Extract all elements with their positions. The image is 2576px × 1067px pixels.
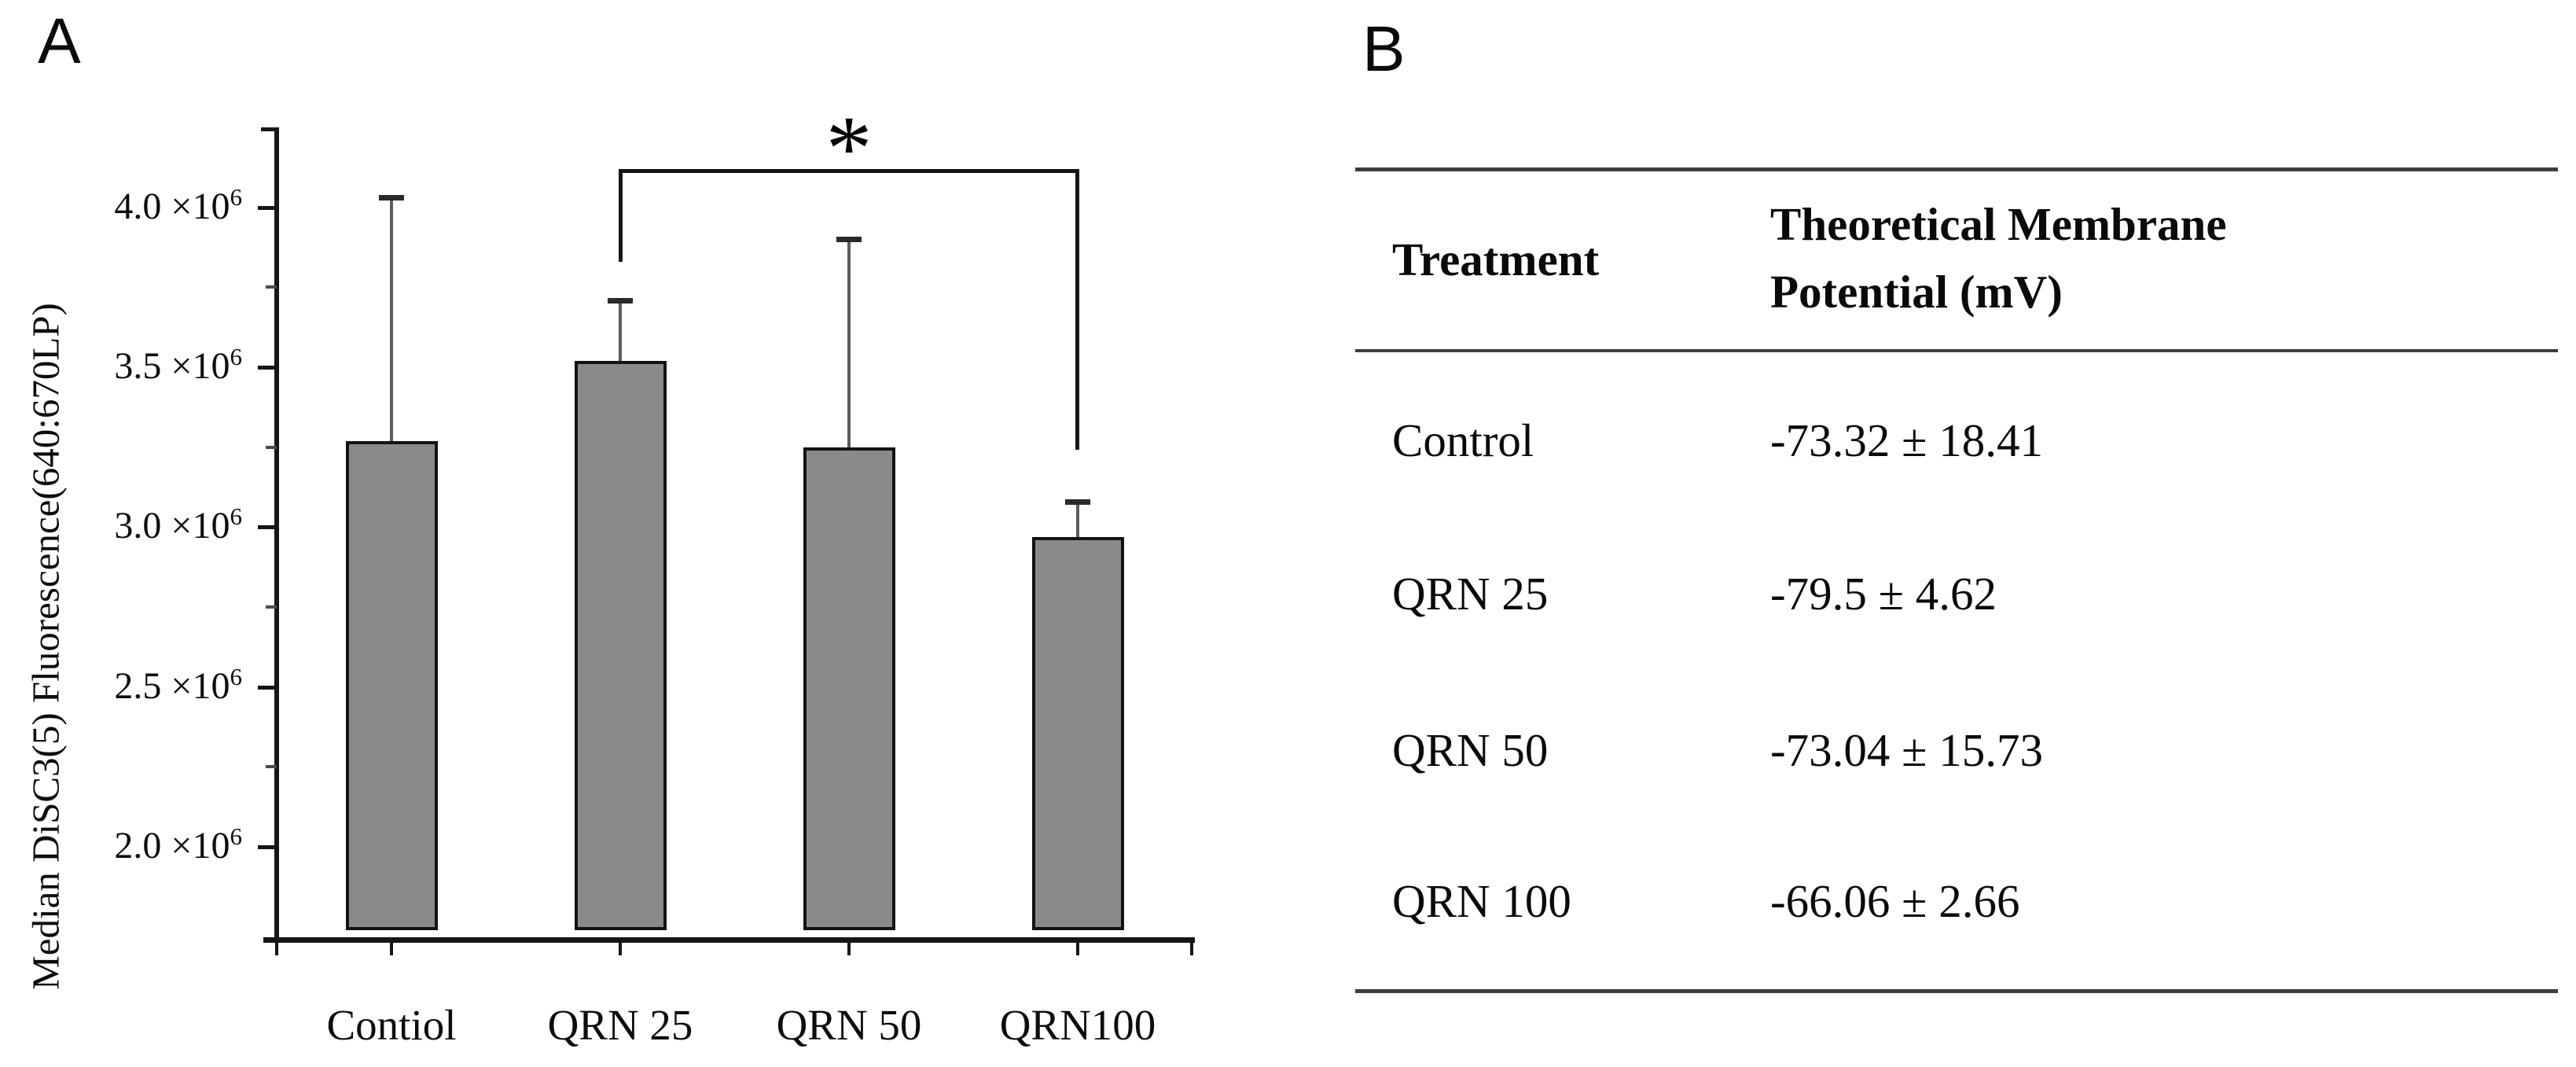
- bar: [803, 447, 895, 930]
- y-axis-top-serif: [261, 127, 277, 131]
- table-bottom-rule: [1355, 989, 2558, 993]
- y-tick: [258, 366, 277, 370]
- y-tick-label: 3.5 ×106: [114, 343, 242, 388]
- x-tick: [1076, 938, 1079, 955]
- potential-cell: -73.32 ± 18.41: [1770, 414, 2044, 466]
- column-header-treatment: Treatment: [1392, 234, 1600, 285]
- x-category-label: QRN100: [999, 1001, 1156, 1049]
- x-tick: [619, 938, 622, 955]
- y-tick: [258, 525, 277, 530]
- error-bar-line: [390, 197, 393, 441]
- y-tick: [258, 205, 277, 210]
- y-minor-tick: [266, 285, 277, 289]
- significance-bracket: [1075, 169, 1079, 450]
- bar: [1031, 536, 1124, 930]
- significance-bracket: [619, 169, 623, 262]
- significance-bracket: [619, 169, 1079, 173]
- x-category-label: QRN 50: [776, 1001, 922, 1049]
- membrane-potential-table: Treatment Theoretical Membrane Potential…: [1355, 0, 2558, 1067]
- potential-cell: -79.5 ± 4.62: [1770, 568, 1997, 620]
- y-tick: [258, 845, 277, 850]
- significance-asterisk: *: [825, 97, 873, 200]
- panel-b-label: B: [1362, 13, 1406, 85]
- y-tick-label: 3.0 ×106: [114, 502, 242, 547]
- y-axis-title: Median DiSC3(5) Fluorescence(640:670LP): [24, 303, 68, 990]
- x-axis-line: [263, 937, 1195, 943]
- y-minor-tick: [266, 605, 277, 609]
- error-bar-line: [847, 239, 851, 447]
- y-tick-label: 2.5 ×106: [114, 662, 242, 707]
- x-tick: [847, 938, 851, 955]
- treatment-cell: QRN 50: [1392, 724, 1549, 776]
- bar-chart: Median DiSC3(5) Fluorescence(640:670LP) …: [0, 0, 1226, 1067]
- column-header-potential-line1: Theoretical Membrane: [1770, 198, 2227, 250]
- error-bar-cap: [608, 297, 633, 304]
- x-category-label: Contiol: [326, 1001, 457, 1049]
- error-bar-line: [619, 300, 622, 361]
- x-tick: [390, 938, 393, 955]
- panel-a-label: A: [38, 6, 81, 77]
- y-minor-tick: [266, 445, 277, 449]
- error-bar-cap: [1065, 499, 1090, 505]
- column-header-potential-line2: Potential (mV): [1770, 266, 2063, 318]
- error-bar-line: [1076, 501, 1079, 537]
- x-tick: [275, 938, 278, 955]
- treatment-cell: Control: [1392, 414, 1534, 466]
- error-bar-cap: [836, 237, 862, 243]
- bar: [574, 360, 667, 930]
- y-tick: [258, 685, 277, 690]
- x-tick: [1190, 938, 1193, 955]
- treatment-cell: QRN 25: [1392, 568, 1549, 620]
- treatment-cell: QRN 100: [1392, 875, 1571, 927]
- table-header-rule: [1355, 349, 2558, 352]
- x-category-label: QRN 25: [547, 1001, 693, 1049]
- y-tick-label: 2.0 ×106: [114, 822, 242, 867]
- potential-cell: -73.04 ± 15.73: [1770, 724, 2044, 776]
- bar: [345, 440, 438, 930]
- y-minor-tick: [266, 765, 277, 769]
- y-tick-label: 4.0 ×106: [114, 182, 242, 227]
- potential-cell: -66.06 ± 2.66: [1770, 875, 2020, 927]
- table-top-rule: [1355, 167, 2558, 171]
- y-axis-line: [274, 127, 279, 940]
- error-bar-cap: [379, 195, 404, 201]
